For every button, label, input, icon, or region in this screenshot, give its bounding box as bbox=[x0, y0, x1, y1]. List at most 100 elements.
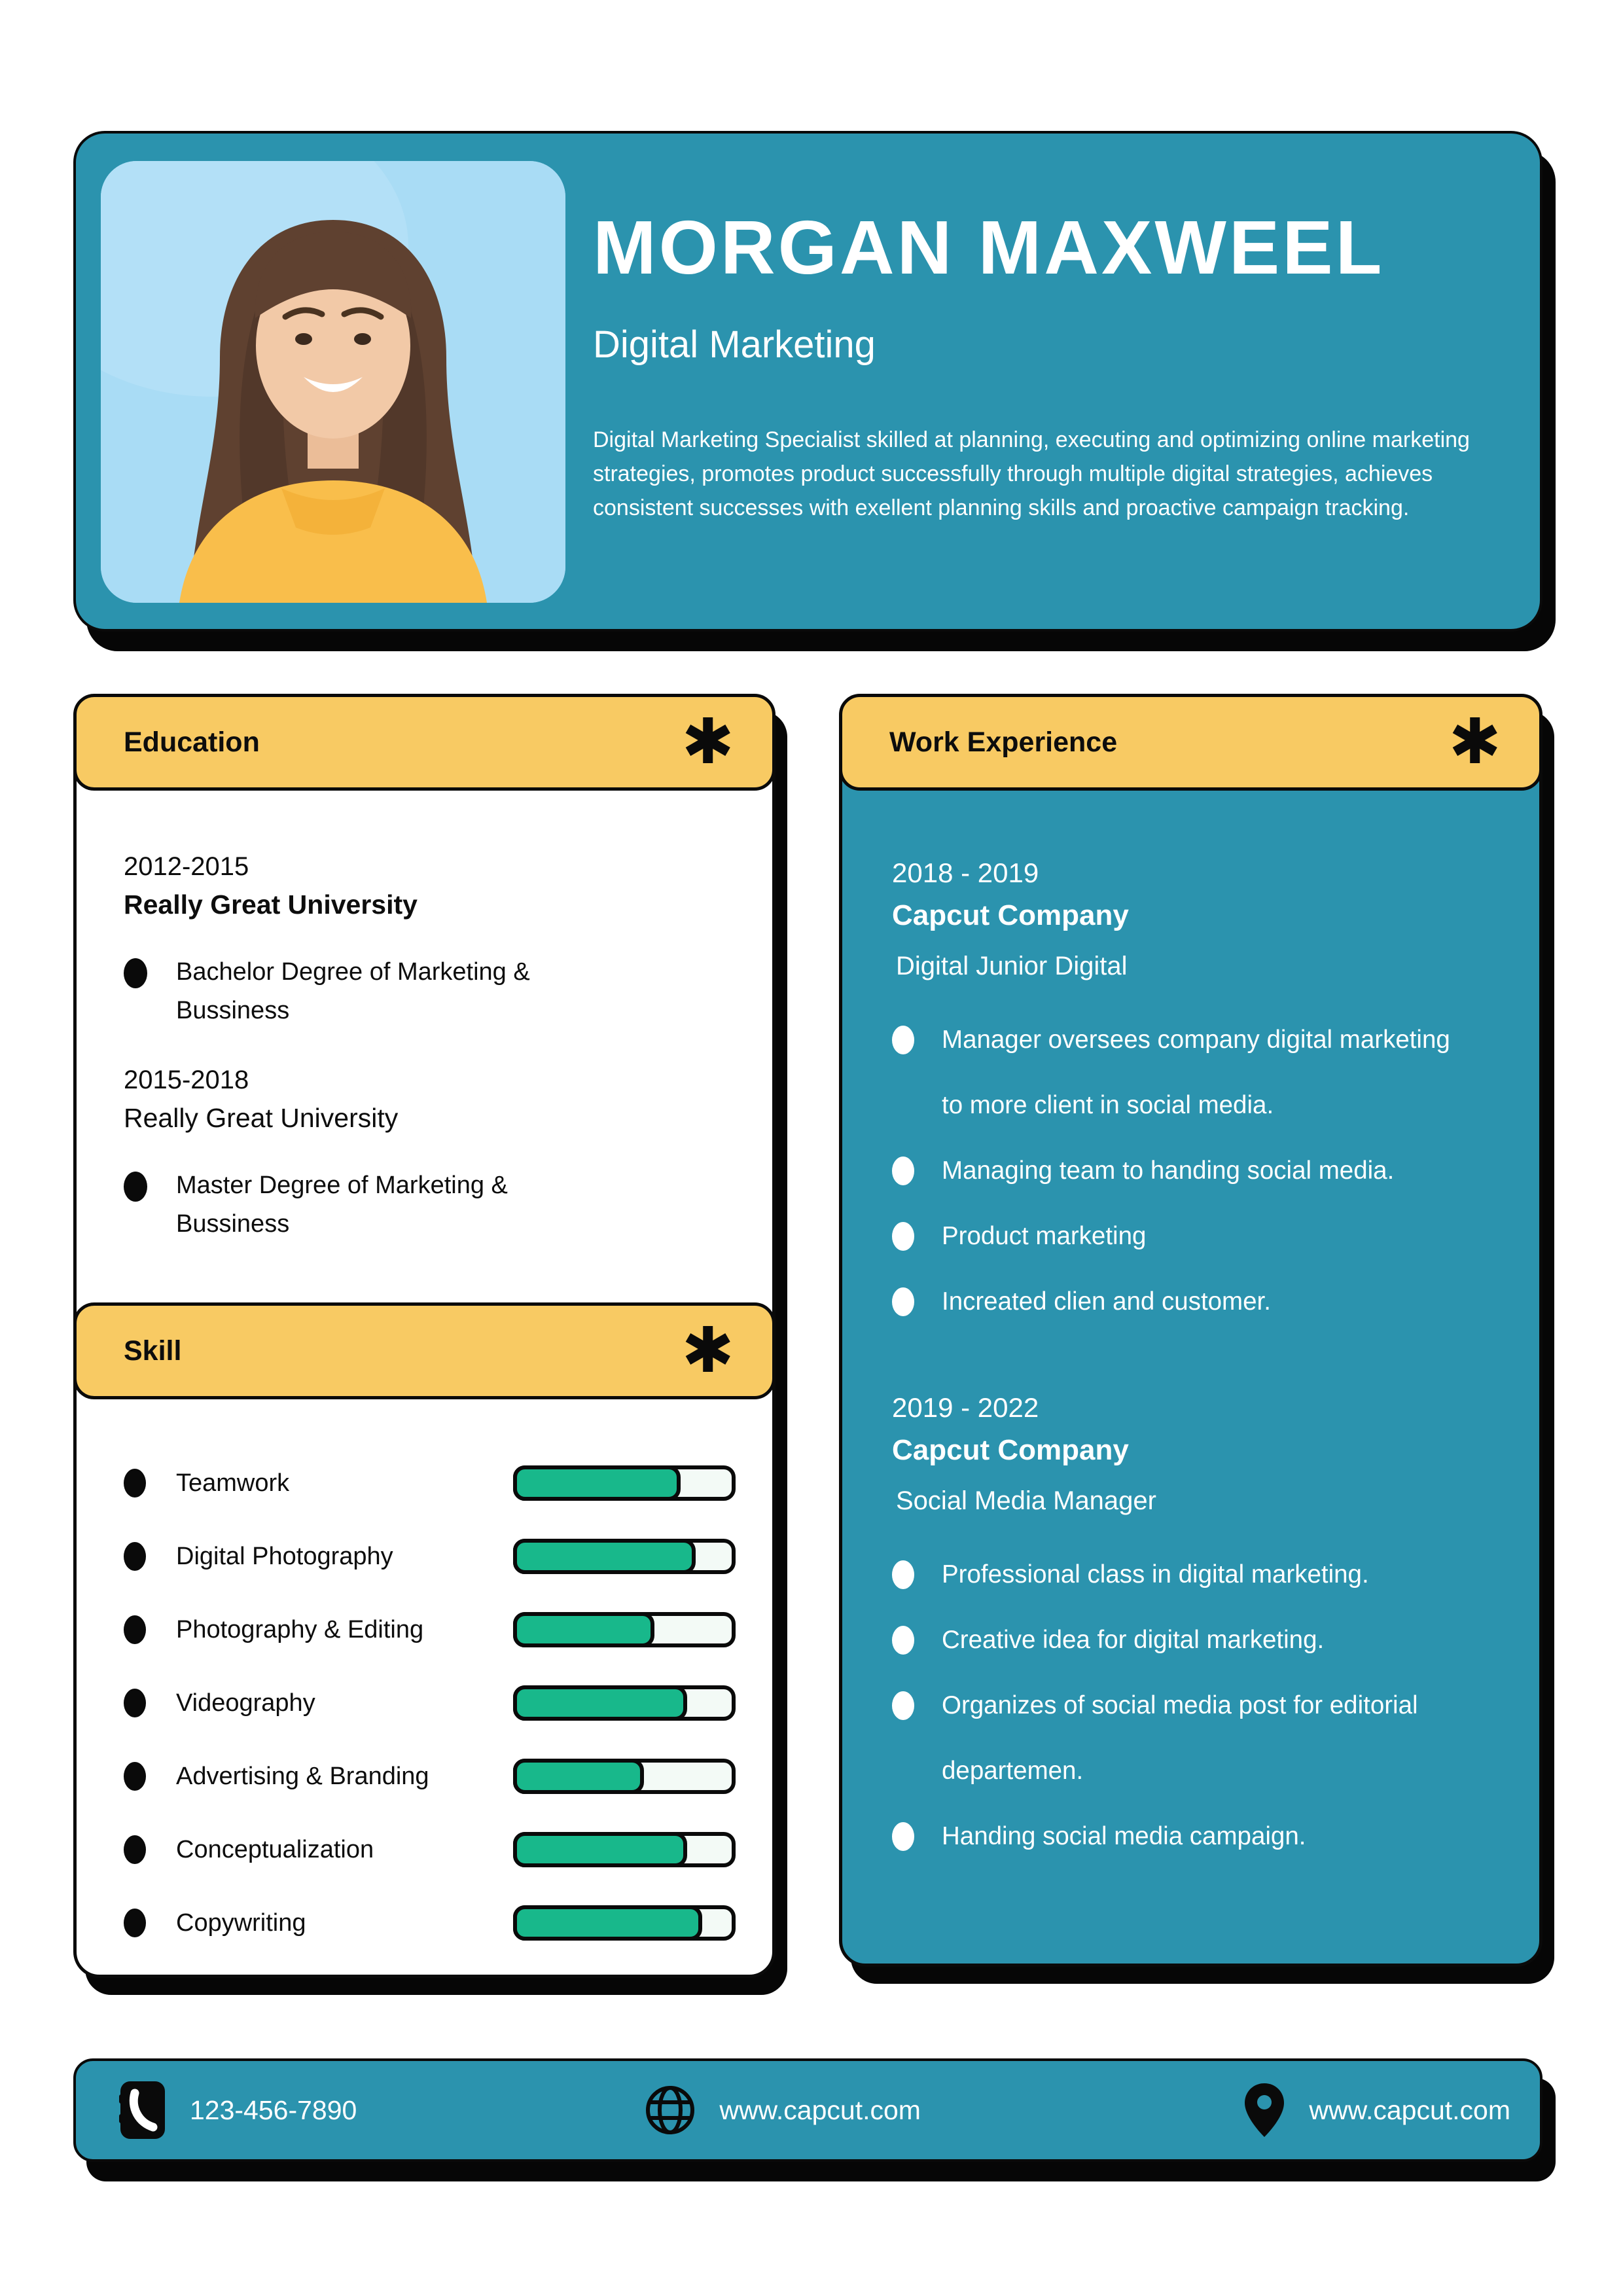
education-degree: Master Degree of Marketing & Bussiness bbox=[176, 1171, 508, 1238]
job-company: Capcut Company bbox=[892, 899, 1129, 931]
skill-label: Conceptualization bbox=[176, 1835, 374, 1863]
job-bullet: Manager oversees company digital marketi… bbox=[892, 1007, 1497, 1138]
profile-photo bbox=[101, 161, 565, 603]
education-entry: 2015-2018 Really Great University Master… bbox=[124, 1066, 733, 1244]
bullet-dot-icon bbox=[892, 1822, 914, 1851]
bullet-dot-icon bbox=[892, 1026, 914, 1054]
bullet-dot-icon bbox=[892, 1626, 914, 1655]
job-bullet-list: Manager oversees company digital marketi… bbox=[892, 1007, 1497, 1335]
skill-progress-bar bbox=[513, 1465, 736, 1501]
skill-row: Copywriting bbox=[124, 1886, 736, 1960]
contact-website: www.capcut.com bbox=[645, 2085, 921, 2136]
person-summary: Digital Marketing Specialist skilled at … bbox=[593, 427, 1470, 521]
education-entry: 2012-2015 Really Great University Bachel… bbox=[124, 852, 733, 1030]
bullet-dot-icon bbox=[892, 1691, 914, 1720]
bullet-dot-icon bbox=[124, 1171, 147, 1202]
skill-label: Photography & Editing bbox=[176, 1615, 424, 1643]
skill-heading: Skill bbox=[124, 1335, 182, 1367]
work-experience-card: Work Experience ✱ 2018 - 2019 Capcut Com… bbox=[839, 694, 1543, 1967]
skill-row: Photography & Editing bbox=[124, 1593, 736, 1666]
bullet-dot-icon bbox=[124, 1835, 146, 1864]
skill-progress-bar bbox=[513, 1759, 736, 1794]
contact-footer: 123-456-7890 www.capcut.com www.capcut.c… bbox=[73, 2058, 1543, 2162]
website-url: www.capcut.com bbox=[719, 2094, 921, 2125]
job-period: 2018 - 2019 bbox=[892, 857, 1039, 888]
skill-progress-fill bbox=[513, 1685, 687, 1721]
work-experience-section-header: Work Experience ✱ bbox=[839, 694, 1543, 791]
education-degree-row: Master Degree of Marketing & Bussiness bbox=[124, 1166, 733, 1244]
address-url: www.capcut.com bbox=[1309, 2094, 1510, 2125]
page-title: MORGAN MAXWEEL bbox=[593, 205, 1385, 290]
header-card: MORGAN MAXWEEL Digital Marketing Digital… bbox=[73, 131, 1543, 632]
bullet-dot-icon bbox=[124, 958, 147, 988]
skill-row: Conceptualization bbox=[124, 1813, 736, 1886]
job-bullet: Product marketing bbox=[892, 1204, 1497, 1269]
skill-label: Digital Photography bbox=[176, 1542, 393, 1570]
job-entry: 2018 - 2019 Capcut Company Digital Junio… bbox=[892, 857, 1497, 1335]
skill-progress-fill bbox=[513, 1759, 645, 1794]
skill-progress-bar bbox=[513, 1685, 736, 1721]
bullet-dot-icon bbox=[124, 1542, 146, 1571]
skill-row: Advertising & Branding bbox=[124, 1740, 736, 1813]
education-school: Really Great University bbox=[124, 889, 418, 920]
education-heading: Education bbox=[124, 726, 260, 758]
profile-photo-illustration bbox=[101, 161, 565, 603]
skill-label: Advertising & Branding bbox=[176, 1762, 429, 1790]
skill-progress-fill bbox=[513, 1612, 655, 1647]
education-school: Really Great University bbox=[124, 1102, 399, 1133]
skill-progress-fill bbox=[513, 1905, 702, 1941]
person-job-title: Digital Marketing bbox=[593, 323, 876, 367]
work-experience-heading: Work Experience bbox=[889, 726, 1118, 758]
skill-progress-bar bbox=[513, 1612, 736, 1647]
skill-progress-fill bbox=[513, 1465, 681, 1501]
job-role: Digital Junior Digital bbox=[896, 952, 1128, 980]
skill-row: Digital Photography bbox=[124, 1520, 736, 1593]
education-body: 2012-2015 Really Great University Bachel… bbox=[77, 792, 772, 1244]
skill-progress-fill bbox=[513, 1539, 696, 1574]
skill-progress-bar bbox=[513, 1832, 736, 1867]
job-bullet: Increated clien and customer. bbox=[892, 1269, 1497, 1335]
bullet-dot-icon bbox=[892, 1560, 914, 1589]
education-period: 2012-2015 bbox=[124, 852, 249, 881]
job-entry: 2019 - 2022 Capcut Company Social Media … bbox=[892, 1392, 1497, 1869]
skill-row: Teamwork bbox=[124, 1446, 736, 1520]
bullet-dot-icon bbox=[124, 1689, 146, 1717]
phone-number: 123-456-7890 bbox=[190, 2094, 357, 2125]
bullet-dot-icon bbox=[124, 1469, 146, 1498]
bullet-dot-icon bbox=[892, 1157, 914, 1185]
bullet-dot-icon bbox=[124, 1909, 146, 1937]
job-role: Social Media Manager bbox=[896, 1486, 1156, 1515]
work-experience-body: 2018 - 2019 Capcut Company Digital Junio… bbox=[842, 792, 1539, 1869]
skill-row: Videography bbox=[124, 1666, 736, 1740]
job-bullet: Professional class in digital marketing. bbox=[892, 1542, 1497, 1607]
education-degree: Bachelor Degree of Marketing & Bussiness bbox=[176, 958, 530, 1024]
job-bullet-list: Professional class in digital marketing.… bbox=[892, 1542, 1497, 1869]
phone-icon bbox=[119, 2081, 165, 2139]
left-column-card: Education ✱ 2012-2015 Really Great Unive… bbox=[73, 694, 776, 1978]
contact-address: www.capcut.com bbox=[1243, 2082, 1510, 2138]
contact-phone: 123-456-7890 bbox=[119, 2080, 357, 2140]
skill-body: Teamwork Digital Photography Photography… bbox=[77, 1401, 772, 1960]
job-bullet: Creative idea for digital marketing. bbox=[892, 1607, 1497, 1673]
skill-section-header: Skill ✱ bbox=[73, 1302, 776, 1399]
education-period: 2015-2018 bbox=[124, 1065, 249, 1094]
education-section-header: Education ✱ bbox=[73, 694, 776, 791]
skill-progress-bar bbox=[513, 1905, 736, 1941]
skill-label: Videography bbox=[176, 1689, 315, 1717]
bullet-dot-icon bbox=[892, 1222, 914, 1251]
job-bullet: Managing team to handing social media. bbox=[892, 1138, 1497, 1204]
globe-icon bbox=[646, 2086, 695, 2134]
job-bullet: Organizes of social media post for edito… bbox=[892, 1673, 1497, 1804]
skill-progress-fill bbox=[513, 1832, 687, 1867]
job-bullet: Handing social media campaign. bbox=[892, 1804, 1497, 1869]
skill-label: Copywriting bbox=[176, 1909, 306, 1937]
bullet-dot-icon bbox=[124, 1762, 146, 1791]
location-pin-icon bbox=[1245, 2083, 1285, 2137]
header-text: MORGAN MAXWEEL Digital Marketing Digital… bbox=[593, 205, 1509, 525]
job-company: Capcut Company bbox=[892, 1434, 1129, 1466]
job-period: 2019 - 2022 bbox=[892, 1392, 1039, 1423]
skill-progress-bar bbox=[513, 1539, 736, 1574]
education-degree-row: Bachelor Degree of Marketing & Bussiness bbox=[124, 953, 733, 1030]
bullet-dot-icon bbox=[124, 1615, 146, 1644]
